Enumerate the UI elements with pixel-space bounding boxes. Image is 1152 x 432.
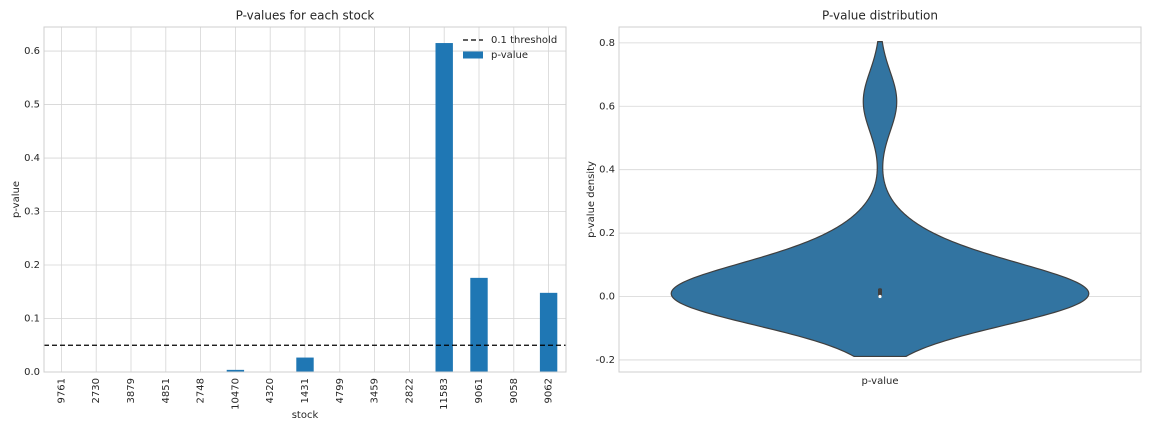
y-tick-label: 0.5 bbox=[24, 100, 40, 111]
y-axis-label: p-value bbox=[11, 181, 22, 218]
x-tick-label: 9058 bbox=[509, 378, 520, 403]
chart-title: P-values for each stock bbox=[236, 9, 375, 23]
bar bbox=[296, 357, 314, 372]
legend-label: 0.1 threshold bbox=[491, 35, 557, 46]
x-tick-label: 4799 bbox=[335, 378, 346, 403]
x-tick-label: 4320 bbox=[265, 378, 276, 403]
y-tick-label: 0.6 bbox=[599, 101, 615, 112]
x-tick-label: 3459 bbox=[370, 378, 381, 403]
y-tick-label: 0.8 bbox=[599, 38, 615, 49]
chart-title: P-value distribution bbox=[822, 9, 938, 23]
x-tick-label: 2822 bbox=[404, 378, 415, 403]
x-tick-label: 11583 bbox=[439, 378, 450, 410]
y-tick-label: -0.2 bbox=[595, 355, 615, 366]
x-tick-label: 3879 bbox=[126, 378, 137, 403]
x-tick-label: 2730 bbox=[91, 378, 102, 403]
y-tick-label: 0.2 bbox=[24, 260, 40, 271]
x-tick-label: 2748 bbox=[196, 378, 207, 403]
x-axis-label: stock bbox=[292, 410, 319, 421]
y-tick-label: 0.4 bbox=[599, 165, 615, 176]
y-tick-label: 0.0 bbox=[599, 292, 615, 303]
y-tick-label: 0.6 bbox=[24, 46, 40, 57]
x-tick-label: 9761 bbox=[56, 378, 67, 403]
bar bbox=[539, 292, 558, 372]
y-axis-label: p-value density bbox=[586, 161, 597, 238]
y-tick-label: 0.4 bbox=[24, 153, 40, 164]
y-tick-label: 0.0 bbox=[24, 367, 40, 378]
bar bbox=[470, 277, 488, 372]
legend-label: p-value bbox=[491, 50, 528, 61]
x-tick-label: p-value bbox=[861, 376, 898, 387]
violin-median bbox=[878, 294, 882, 299]
y-tick-label: 0.1 bbox=[24, 314, 40, 325]
plot-frame bbox=[618, 26, 1142, 373]
x-tick-label: 9061 bbox=[474, 378, 485, 403]
legend-swatch bbox=[463, 51, 483, 59]
x-tick-label: 10470 bbox=[230, 378, 241, 410]
plot-frame bbox=[43, 26, 567, 373]
bar bbox=[435, 43, 453, 373]
y-tick-label: 0.2 bbox=[599, 228, 615, 239]
x-tick-label: 4851 bbox=[161, 378, 172, 403]
y-tick-label: 0.3 bbox=[24, 207, 40, 218]
x-tick-label: 9062 bbox=[544, 378, 555, 403]
violin bbox=[670, 41, 1090, 358]
bar bbox=[226, 369, 245, 372]
x-tick-label: 1431 bbox=[300, 378, 311, 403]
